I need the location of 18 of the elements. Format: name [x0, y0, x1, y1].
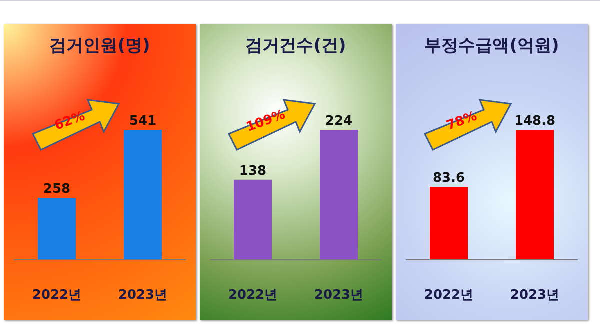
x-tick-label: 2022년	[32, 288, 82, 304]
data-label: 83.6	[432, 170, 466, 186]
annotation: 62%	[52, 108, 88, 136]
x-tick-label: 2022년	[228, 288, 278, 304]
x-tick-label: 2023년	[118, 288, 168, 304]
data-label: 224	[325, 114, 353, 129]
chart-title: 검거건수(건)	[244, 35, 348, 57]
x-tick-label: 2023년	[510, 288, 560, 304]
data-label: 258	[43, 182, 71, 198]
data-label: 541	[129, 114, 157, 129]
data-label: 138	[239, 164, 267, 179]
chart-title: 검거인원(명)	[48, 35, 152, 57]
data-label: 148.8	[514, 114, 556, 129]
annotation: 78%	[444, 108, 480, 136]
annotation: 109%	[244, 106, 288, 138]
chart-title: 부정수급액(억원)	[424, 35, 560, 57]
x-tick-label: 2023년	[314, 288, 364, 304]
x-tick-label: 2022년	[424, 288, 474, 304]
